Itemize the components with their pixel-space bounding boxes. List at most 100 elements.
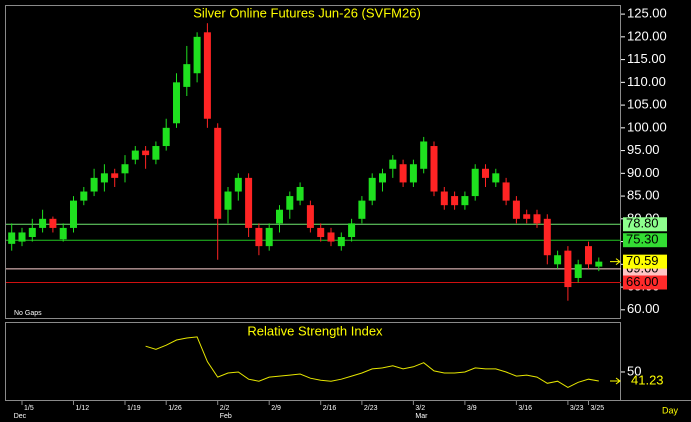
- candle-body: [482, 168, 489, 178]
- candle-body: [451, 196, 459, 206]
- candle-body: [18, 232, 26, 242]
- x-tick-label: 2/16: [323, 405, 337, 412]
- x-tick-label: 3/9: [467, 405, 477, 412]
- candle-body: [327, 232, 335, 242]
- y-tick-label: 120.00: [627, 28, 667, 43]
- candle-body: [492, 173, 500, 183]
- candle-body: [131, 150, 139, 160]
- level-tag: [623, 233, 667, 248]
- chart-title: Silver Online Futures Jun-26 (SVFM26): [193, 5, 421, 20]
- candle-body: [214, 127, 222, 219]
- candle-body: [574, 264, 582, 278]
- candle-body: [523, 214, 531, 219]
- candle-body: [70, 200, 77, 228]
- x-tick-label: 3/16: [518, 405, 532, 412]
- x-tick-label: 2/9: [271, 405, 281, 412]
- candle-body: [554, 255, 562, 265]
- candle-body: [286, 196, 294, 210]
- y-tick-label: 115.00: [627, 51, 666, 66]
- y-tick-label: 105.00: [627, 97, 667, 112]
- y-tick-label: 60.00: [627, 301, 660, 316]
- candle-body: [420, 141, 428, 169]
- candle-body: [39, 218, 47, 228]
- candle-body: [379, 173, 386, 183]
- candle-body: [399, 164, 407, 183]
- candle-body: [234, 177, 242, 192]
- candle-body: [595, 261, 603, 267]
- x-tick-label: 1/12: [76, 405, 90, 412]
- y-tick-label: 50: [627, 363, 641, 378]
- level-label: 66.00: [626, 274, 659, 289]
- price-panel-frame: [5, 5, 621, 319]
- candle-body: [337, 237, 345, 247]
- candle-body: [276, 209, 283, 224]
- candle-body: [358, 200, 366, 219]
- candle-body: [245, 177, 253, 228]
- month-label: Feb: [220, 413, 232, 420]
- candle-body: [430, 146, 438, 192]
- y-tick-label: 90.00: [627, 165, 660, 180]
- month-label: Dec: [14, 413, 27, 420]
- candle-body: [389, 159, 397, 169]
- candle-body: [306, 205, 314, 228]
- candle-body: [90, 177, 98, 192]
- candle-body: [409, 164, 417, 183]
- candle-body: [543, 218, 551, 256]
- candle-body: [173, 82, 180, 124]
- last-arrow-head: [615, 258, 621, 266]
- x-tick-label: 1/5: [24, 405, 34, 412]
- x-tick-label: 3/25: [591, 405, 605, 412]
- level-tag: [623, 217, 667, 232]
- y-tick-label: 100.00: [627, 119, 667, 134]
- month-label: Mar: [415, 413, 428, 420]
- candle-body: [255, 227, 263, 247]
- candle-body: [193, 36, 201, 74]
- candle-body: [502, 182, 510, 201]
- x-tick-label: 2/23: [364, 405, 378, 412]
- candle-body: [121, 164, 129, 174]
- candle-body: [317, 227, 325, 238]
- candle-body: [80, 191, 88, 201]
- level-label: 78.80: [626, 216, 659, 231]
- y-tick-label: 110.00: [627, 74, 666, 89]
- candle-body: [471, 168, 479, 197]
- x-tick-label: 3/23: [570, 405, 584, 412]
- candle-body: [142, 150, 150, 156]
- rsi-title: Relative Strength Index: [247, 323, 383, 338]
- annotation: No Gaps: [14, 310, 42, 317]
- candle-body: [8, 232, 16, 244]
- candle-body: [440, 191, 448, 206]
- x-tick-label: 3/2: [415, 405, 425, 412]
- candle-body: [265, 227, 273, 247]
- candle-body: [183, 64, 191, 87]
- candle-body: [564, 250, 572, 288]
- x-tick-label: 1/19: [127, 405, 141, 412]
- candle-body: [348, 223, 356, 238]
- level-label: 75.30: [626, 232, 659, 247]
- candle-body: [461, 196, 469, 206]
- x-tick-label: 2/2: [220, 405, 230, 412]
- last-tag: [623, 254, 667, 269]
- candle-body: [296, 186, 304, 201]
- candle-body: [368, 177, 376, 201]
- last-label: 70.59: [626, 253, 659, 268]
- candle-body: [203, 32, 211, 119]
- x-tick-label: 1/26: [168, 405, 182, 412]
- candle-body: [100, 173, 108, 183]
- candle-body: [152, 146, 160, 160]
- candle-body: [512, 200, 520, 219]
- candle-body: [59, 227, 67, 240]
- candle-body: [49, 218, 57, 228]
- rsi-line: [145, 336, 599, 388]
- x-axis-label: Day: [662, 405, 679, 415]
- y-tick-label: 95.00: [627, 142, 660, 157]
- level-tag: [623, 275, 667, 290]
- y-tick-label: 125.00: [627, 6, 667, 21]
- candle-body: [162, 127, 170, 147]
- last-label: 41.23: [631, 372, 664, 387]
- y-tick-label: 85.00: [627, 188, 660, 203]
- candle-body: [585, 246, 592, 265]
- last-arrow-head: [615, 377, 621, 385]
